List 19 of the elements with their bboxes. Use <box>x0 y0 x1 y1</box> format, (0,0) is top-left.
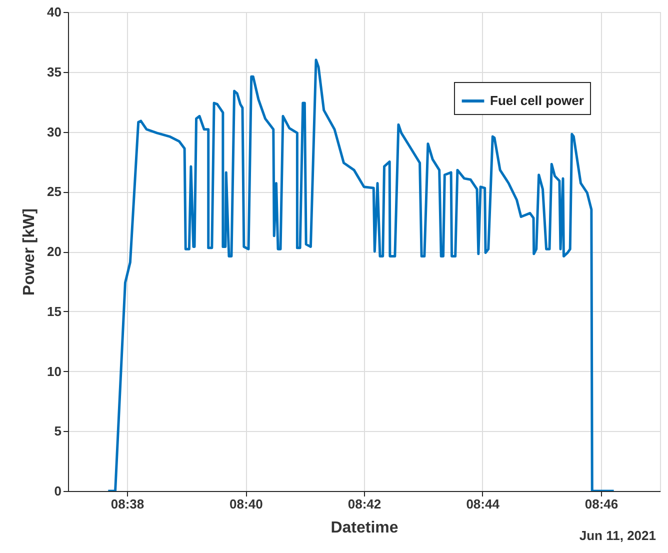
y-tick-label: 20 <box>47 244 62 259</box>
y-tick-label: 40 <box>47 4 62 20</box>
x-tick-label: 08:42 <box>348 496 382 512</box>
x-tick-label: 08:38 <box>110 496 144 512</box>
x-tick-label: 08:44 <box>466 496 500 512</box>
y-tick-label: 10 <box>47 364 62 379</box>
x-tick-label: 08:40 <box>230 496 263 512</box>
y-tick-label: 0 <box>54 484 62 498</box>
x-tick-label: 08:46 <box>584 496 618 512</box>
line-series <box>106 58 616 491</box>
y-tick-label: 35 <box>47 64 62 80</box>
y-tick-label: 5 <box>54 424 62 439</box>
y-axis-title: Power [kW] <box>21 208 38 296</box>
y-tick-label: 25 <box>47 184 62 200</box>
y-tick-label: 15 <box>47 304 62 319</box>
text: Jun 11, 2021 <box>579 528 656 543</box>
legend-label: Fuel cell power <box>490 93 584 108</box>
y-tick-label: 30 <box>47 124 62 140</box>
x-axis-title: Datetime <box>330 520 398 536</box>
